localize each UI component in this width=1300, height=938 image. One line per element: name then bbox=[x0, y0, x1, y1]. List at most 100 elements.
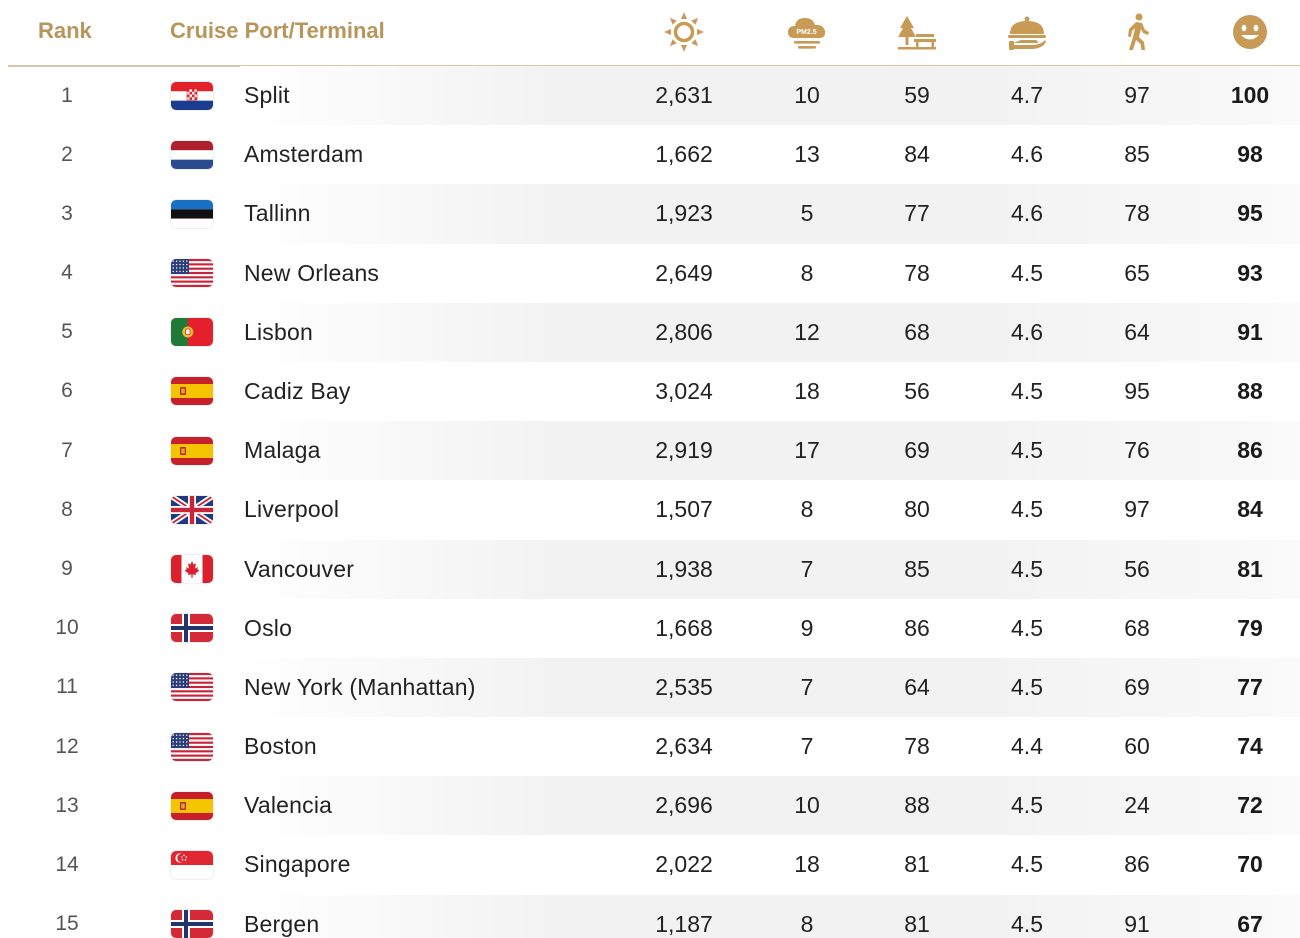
parks-cell: 69 bbox=[904, 437, 930, 464]
food-rating-cell: 4.7 bbox=[1011, 82, 1043, 108]
port-name-cell[interactable]: Vancouver bbox=[244, 555, 355, 582]
food-rating-cell: 4.4 bbox=[1011, 733, 1043, 760]
table-row[interactable]: 3 Tallinn 1,923 5 77 4.6 78 95 bbox=[0, 184, 1300, 244]
table-row[interactable]: 13 Valencia 2,696 10 88 4.5 24 72 bbox=[0, 776, 1300, 836]
parks-cell: 81 bbox=[904, 851, 930, 878]
pm25-cell: 13 bbox=[794, 141, 820, 168]
sunshine-hours-cell: 2,631 bbox=[655, 82, 713, 108]
port-name-cell[interactable]: Amsterdam bbox=[244, 141, 364, 168]
sun-icon[interactable] bbox=[662, 10, 706, 54]
walkability-cell: 69 bbox=[1124, 673, 1150, 700]
table-row[interactable]: 2 Amsterdam 1,662 13 84 4.6 85 98 bbox=[0, 125, 1300, 184]
flag-cell bbox=[171, 66, 213, 125]
port-name-cell[interactable]: New Orleans bbox=[244, 259, 380, 286]
walkability-cell: 97 bbox=[1124, 496, 1150, 523]
parks-cell: 64 bbox=[904, 673, 930, 700]
croatia-flag-icon bbox=[171, 81, 213, 110]
smiley-icon[interactable] bbox=[1228, 10, 1272, 54]
table-row[interactable]: 5 Lisbon 2,806 12 68 4.6 64 91 bbox=[0, 302, 1300, 363]
pm25-cell: 9 bbox=[800, 614, 814, 641]
food-rating-cell: 4.5 bbox=[1011, 792, 1043, 819]
walkability-cell: 95 bbox=[1124, 377, 1150, 404]
rank-cell: 3 bbox=[61, 201, 73, 225]
flag-cell bbox=[171, 717, 213, 776]
park-bench-icon[interactable] bbox=[895, 10, 939, 54]
food-rating-cell: 4.5 bbox=[1011, 851, 1043, 878]
parks-cell: 81 bbox=[904, 910, 930, 937]
table-row[interactable]: 4 New Orleans 2,649 8 78 4.5 65 93 bbox=[0, 244, 1300, 303]
flag-cell bbox=[171, 658, 213, 717]
pm25-cell: 10 bbox=[794, 792, 820, 819]
table-row[interactable]: 1 Split 2,631 10 59 4.7 97 100 bbox=[0, 66, 1300, 126]
pm25-cell: 7 bbox=[800, 733, 814, 760]
parks-cell: 84 bbox=[904, 141, 930, 168]
parks-cell: 80 bbox=[904, 496, 930, 523]
total-score-cell: 88 bbox=[1237, 377, 1263, 404]
food-rating-cell: 4.6 bbox=[1011, 200, 1043, 227]
port-name-cell[interactable]: Malaga bbox=[244, 437, 321, 464]
table-row[interactable]: 10 Oslo 1,668 9 86 4.5 68 79 bbox=[0, 599, 1300, 658]
rank-cell: 13 bbox=[55, 793, 79, 817]
walkability-cell: 91 bbox=[1124, 910, 1150, 937]
table-row[interactable]: 7 Malaga 2,919 17 69 4.5 76 86 bbox=[0, 421, 1300, 481]
port-name-cell[interactable]: Liverpool bbox=[244, 496, 340, 523]
sunshine-hours-cell: 2,022 bbox=[655, 851, 713, 878]
rank-cell: 4 bbox=[61, 261, 73, 285]
parks-cell: 88 bbox=[904, 792, 930, 819]
port-name-cell[interactable]: Oslo bbox=[244, 614, 293, 641]
port-name-cell[interactable]: Tallinn bbox=[244, 200, 311, 227]
flag-cell bbox=[171, 421, 213, 480]
flag-cell bbox=[171, 599, 213, 658]
rank-cell: 1 bbox=[61, 83, 73, 107]
rank-column-header[interactable]: Rank bbox=[38, 18, 92, 43]
rank-cell: 8 bbox=[61, 497, 73, 521]
table-row[interactable]: 11 New York (Manhattan) 2,535 7 64 4.5 69 77 bbox=[0, 657, 1300, 718]
sunshine-hours-cell: 2,919 bbox=[655, 437, 713, 464]
total-score-cell: 98 bbox=[1237, 141, 1263, 168]
pm25-cell: 18 bbox=[794, 851, 820, 878]
food-rating-cell: 4.6 bbox=[1011, 141, 1043, 168]
parks-cell: 78 bbox=[904, 733, 930, 760]
food-rating-cell: 4.6 bbox=[1011, 318, 1043, 345]
sunshine-hours-cell: 1,662 bbox=[655, 141, 713, 168]
table-row[interactable]: 15 Bergen 1,187 8 81 4.5 91 67 bbox=[0, 894, 1300, 938]
table-row[interactable]: 8 Liverpool 1,507 8 80 4.5 97 84 bbox=[0, 480, 1300, 539]
table-row[interactable]: 6 Cadiz Bay 3,024 18 56 4.5 95 88 bbox=[0, 362, 1300, 421]
total-score-cell: 74 bbox=[1237, 733, 1263, 760]
parks-cell: 59 bbox=[904, 82, 930, 108]
food-cloche-icon[interactable] bbox=[1005, 10, 1049, 54]
port-name-cell[interactable]: Lisbon bbox=[244, 318, 313, 345]
total-score-cell: 95 bbox=[1237, 200, 1263, 227]
parks-cell: 85 bbox=[904, 555, 930, 582]
norway-flag-icon bbox=[171, 614, 213, 643]
total-score-cell: 72 bbox=[1237, 792, 1263, 819]
pm25-cloud-icon[interactable]: PM2.5 bbox=[785, 10, 829, 54]
usa-flag-icon bbox=[171, 673, 213, 702]
total-score-cell: 93 bbox=[1237, 259, 1263, 286]
port-column-header[interactable]: Cruise Port/Terminal bbox=[170, 18, 385, 43]
port-name-cell[interactable]: New York (Manhattan) bbox=[244, 673, 476, 700]
table-body: 1 Split 2,631 10 59 4.7 97 100 2 Amsterdam 1,662 13… bbox=[0, 66, 1300, 938]
walkability-cell: 56 bbox=[1124, 555, 1150, 582]
canada-flag-icon bbox=[171, 555, 213, 583]
sunshine-hours-cell: 1,938 bbox=[655, 555, 713, 582]
port-name-cell[interactable]: Split bbox=[244, 82, 290, 108]
total-score-cell: 100 bbox=[1230, 82, 1270, 108]
port-name-cell[interactable]: Singapore bbox=[244, 851, 351, 878]
rank-cell: 6 bbox=[61, 379, 73, 403]
food-rating-cell: 4.5 bbox=[1011, 259, 1043, 286]
table-row[interactable]: 12 Boston 2,634 7 78 4.4 60 74 bbox=[0, 717, 1300, 776]
total-score-cell: 81 bbox=[1237, 555, 1263, 582]
food-rating-cell: 4.5 bbox=[1011, 377, 1043, 404]
port-name-cell[interactable]: Bergen bbox=[244, 910, 320, 937]
port-name-cell[interactable]: Boston bbox=[244, 733, 317, 760]
port-name-cell[interactable]: Valencia bbox=[244, 792, 333, 819]
parks-cell: 86 bbox=[904, 614, 930, 641]
port-name-cell[interactable]: Cadiz Bay bbox=[244, 377, 351, 404]
total-score-cell: 70 bbox=[1237, 851, 1263, 878]
table-row[interactable]: 14 Singapore 2,022 18 81 4.5 86 70 bbox=[0, 835, 1300, 894]
total-score-cell: 84 bbox=[1237, 496, 1263, 523]
table-row[interactable]: 9 Vancouver 1,938 7 85 4.5 56 81 bbox=[0, 539, 1300, 599]
walking-person-icon[interactable] bbox=[1115, 10, 1159, 54]
